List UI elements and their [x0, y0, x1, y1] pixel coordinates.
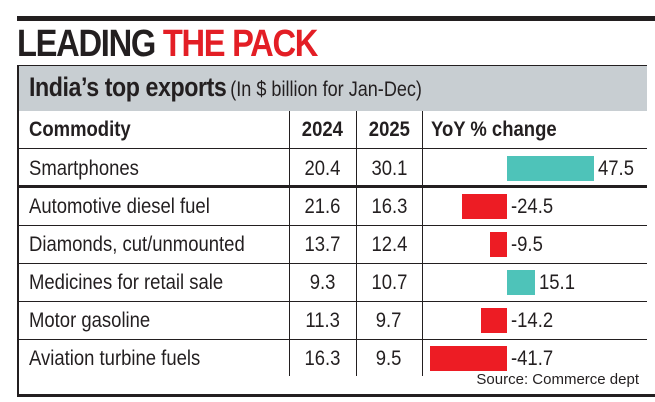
table-row: Motor gasoline 11.3 9.7 -14.2 [19, 302, 647, 340]
value-2025-cell: 9.7 [376, 309, 402, 332]
value-2025-cell: 9.5 [376, 347, 402, 370]
column-header-yoy: YoY % change [431, 118, 557, 141]
yoy-data-label: -24.5 [511, 195, 554, 218]
top-rule [17, 16, 655, 21]
value-2024-cell: 13.7 [304, 233, 341, 256]
value-2025-cell: 12.4 [371, 233, 407, 256]
yoy-bar-positive [507, 156, 595, 181]
yoy-data-label: 47.5 [598, 157, 635, 180]
table-title: India’s top exports [29, 72, 227, 102]
commodity-cell: Smartphones [29, 157, 139, 180]
yoy-bar-negative [480, 308, 507, 333]
column-header-2024: 2024 [301, 118, 344, 141]
yoy-data-label: 15.1 [538, 271, 575, 294]
yoy-data-label: -14.2 [511, 309, 554, 332]
source-note: Source: Commerce dept [476, 371, 639, 388]
column-divider [422, 111, 423, 376]
table-subhead: India’s top exports (In $ billion for Ja… [19, 66, 647, 111]
exports-table-panel: India’s top exports (In $ billion for Ja… [17, 65, 655, 397]
headline: LEADING THE PACK [17, 23, 319, 65]
value-2024-cell: 11.3 [305, 309, 340, 332]
column-divider [356, 111, 357, 376]
value-2025-cell: 16.3 [371, 195, 407, 218]
panel-border-bottom [17, 394, 655, 397]
row-divider [19, 339, 647, 340]
commodity-cell: Aviation turbine fuels [29, 347, 201, 370]
yoy-bar-negative [489, 232, 507, 257]
yoy-bar-negative [461, 194, 507, 219]
value-2024-cell: 20.4 [304, 157, 341, 180]
yoy-bar-negative [430, 346, 507, 371]
commodity-cell: Automotive diesel fuel [29, 195, 210, 218]
value-2024-cell: 16.3 [304, 347, 341, 370]
row-divider [19, 263, 647, 264]
table-row: Smartphones 20.4 30.1 47.5 [19, 150, 647, 188]
commodity-cell: Medicines for retail sale [29, 271, 224, 294]
panel-border-left [17, 65, 19, 396]
column-header-2025: 2025 [368, 118, 410, 141]
value-2025-cell: 10.7 [371, 271, 407, 294]
headline-part1: LEADING [17, 23, 156, 65]
table-row: Aviation turbine fuels 16.3 9.5 -41.7 [19, 340, 647, 378]
row-divider [19, 301, 647, 302]
table-row: Diamonds, cut/unmounted 13.7 12.4 -9.5 [19, 226, 647, 264]
yoy-data-label: -9.5 [511, 233, 543, 256]
table-row: Medicines for retail sale 9.3 10.7 15.1 [19, 264, 647, 302]
commodity-cell: Diamonds, cut/unmounted [29, 233, 245, 256]
yoy-bar-positive [507, 270, 535, 295]
panel-border-top [17, 65, 647, 66]
row-divider [19, 225, 647, 226]
table-row: Automotive diesel fuel 21.6 16.3 -24.5 [19, 188, 647, 226]
value-2024-cell: 21.6 [304, 195, 341, 218]
table-unit-note: (In $ billion for Jan-Dec) [230, 78, 422, 101]
commodity-cell: Motor gasoline [29, 309, 151, 332]
row-divider [19, 148, 647, 149]
value-2025-cell: 30.1 [371, 157, 407, 180]
value-2024-cell: 9.3 [309, 271, 336, 294]
column-divider [289, 111, 290, 376]
row-divider [19, 185, 647, 188]
headline-part2: THE PACK [162, 23, 319, 65]
yoy-data-label: -41.7 [511, 347, 554, 370]
table-header-row: Commodity 2024 2025 YoY % change [19, 111, 647, 149]
column-header-commodity: Commodity [29, 118, 131, 141]
